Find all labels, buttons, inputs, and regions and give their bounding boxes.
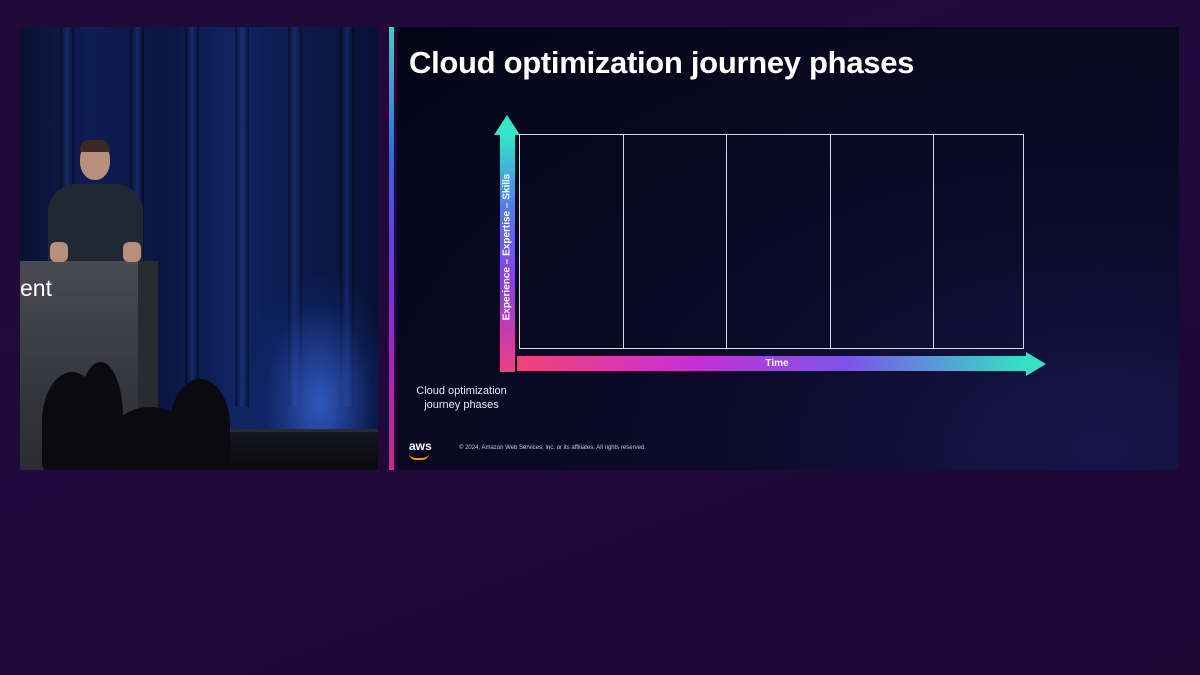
y-axis-label: Experience – Expertise – Skills xyxy=(501,173,513,321)
aws-smile-icon xyxy=(409,453,429,460)
curtain-fold xyxy=(185,27,199,407)
audience-silhouette xyxy=(170,379,230,470)
phase-column xyxy=(624,135,727,348)
podium-sign-text: ent xyxy=(20,275,52,301)
phase-grid xyxy=(519,134,1024,349)
stage-spotlight xyxy=(250,277,378,457)
phase-column xyxy=(934,135,1023,348)
phase-column xyxy=(727,135,831,348)
phases-caption: Cloud optimization journey phases xyxy=(416,385,507,411)
slide-title: Cloud optimization journey phases xyxy=(409,45,915,80)
stage-edge xyxy=(140,429,378,432)
phase-column xyxy=(520,135,624,348)
copyright-notice: © 2024, Amazon Web Services, Inc. or its… xyxy=(459,445,646,451)
x-axis-arrow xyxy=(517,356,1027,371)
phase-column xyxy=(831,135,934,348)
curtain-fold xyxy=(235,27,249,407)
y-axis-arrowhead xyxy=(494,115,520,135)
y-axis-arrow xyxy=(500,134,515,372)
presentation-slide: Cloud optimization journey phases Experi… xyxy=(397,27,1179,470)
speaker-hair xyxy=(80,140,110,152)
slide-accent-bar xyxy=(389,27,394,470)
speaker-hand xyxy=(50,242,68,262)
speaker-hand xyxy=(123,242,141,262)
x-axis-label: Time xyxy=(765,358,789,369)
aws-logo: aws xyxy=(409,439,432,453)
speaker-video-feed: ent xyxy=(20,27,378,470)
x-axis-arrowhead xyxy=(1026,352,1046,376)
